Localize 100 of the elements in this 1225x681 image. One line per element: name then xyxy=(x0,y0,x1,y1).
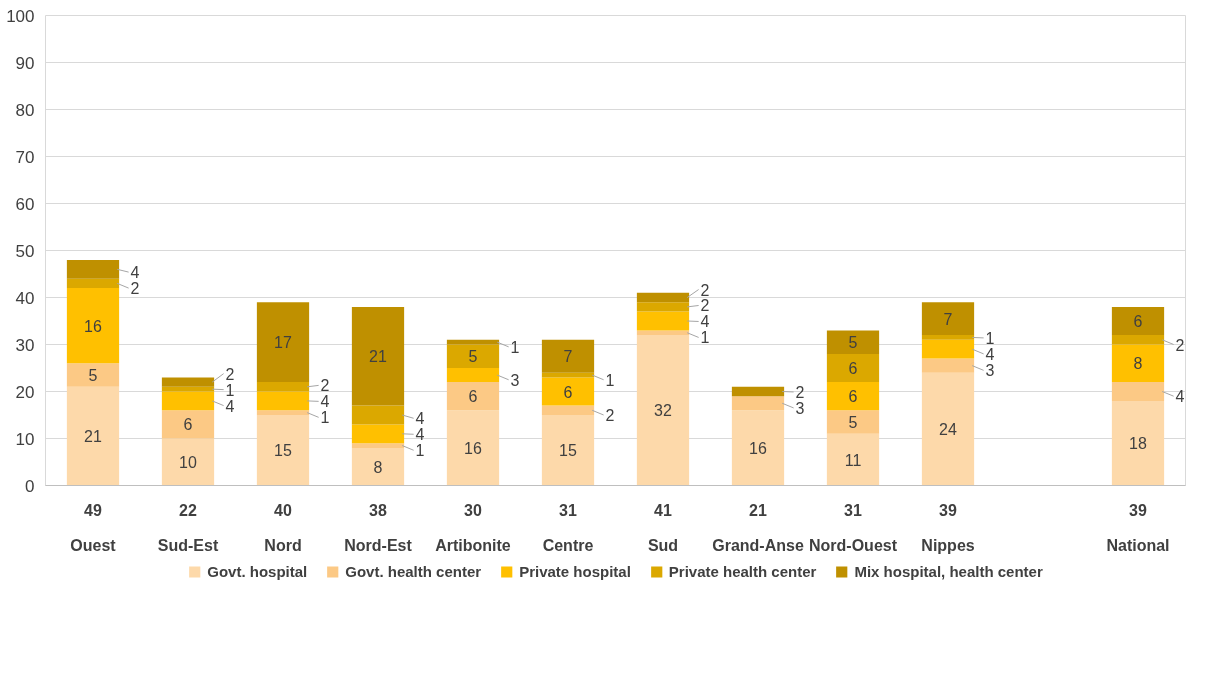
bar xyxy=(921,339,975,359)
bar xyxy=(1111,306,1165,336)
y-tick-label: 90 xyxy=(15,53,35,73)
legend-label: Mix hospital, health center xyxy=(854,562,1043,580)
total-label: 39 xyxy=(1129,501,1147,519)
data-label: 7 xyxy=(943,310,953,328)
bar xyxy=(161,386,215,392)
bar xyxy=(256,382,310,392)
bar xyxy=(826,382,880,411)
data-label: 17 xyxy=(274,334,292,352)
bar xyxy=(636,292,690,303)
bar xyxy=(1111,382,1165,401)
bar xyxy=(161,391,215,411)
data-label: 3 xyxy=(510,371,520,389)
total-label: 30 xyxy=(464,501,482,519)
data-label: 11 xyxy=(844,451,862,469)
data-label: 6 xyxy=(468,388,478,406)
data-label: 2 xyxy=(225,365,235,383)
legend-label: Private hospital xyxy=(519,562,631,580)
data-label: 5 xyxy=(468,348,478,366)
legend-label: Private health center xyxy=(668,562,817,580)
x-tick-label: Nord-Ouest xyxy=(809,536,898,554)
bar xyxy=(66,363,120,387)
bar xyxy=(826,353,880,383)
data-label: 24 xyxy=(939,421,957,439)
data-label: 1 xyxy=(985,329,995,347)
bar xyxy=(541,415,595,486)
bar xyxy=(256,391,310,411)
data-label: 16 xyxy=(464,439,482,457)
total-label: 40 xyxy=(274,501,292,519)
bar xyxy=(636,302,690,312)
data-label: 1 xyxy=(605,371,615,389)
bar xyxy=(541,339,595,373)
bar xyxy=(256,302,310,383)
x-tick-label: National xyxy=(1106,536,1170,554)
bar xyxy=(731,396,785,411)
bar xyxy=(921,302,975,336)
bar xyxy=(921,372,975,486)
bar xyxy=(921,358,975,373)
bar xyxy=(351,405,405,425)
bar xyxy=(731,410,785,486)
data-label: 2 xyxy=(700,297,710,315)
data-label: 16 xyxy=(84,317,102,335)
x-tick-label: Grand-Anse xyxy=(712,536,804,554)
data-label: 6 xyxy=(183,416,193,434)
bar xyxy=(161,438,215,486)
data-label: 3 xyxy=(985,362,995,380)
y-tick-label: 10 xyxy=(15,429,35,449)
bar xyxy=(256,410,310,415)
data-label: 1 xyxy=(415,442,425,460)
bar xyxy=(826,433,880,486)
bar xyxy=(826,410,880,434)
bar xyxy=(541,377,595,406)
bar xyxy=(66,278,120,289)
x-tick-label: Nord-Est xyxy=(344,536,413,554)
data-label: 4 xyxy=(985,345,995,363)
data-label: 4 xyxy=(1175,388,1185,406)
bar xyxy=(161,410,215,439)
data-label: 4 xyxy=(415,426,425,444)
bar xyxy=(161,377,215,387)
bar xyxy=(1111,344,1165,383)
bar xyxy=(66,259,120,279)
y-tick-label: 20 xyxy=(15,382,35,402)
x-tick-label: Ouest xyxy=(70,536,117,554)
y-tick-label: 100 xyxy=(6,6,35,26)
bar xyxy=(351,443,405,448)
data-label: 1 xyxy=(700,329,710,347)
legend-label: Govt. hospital xyxy=(207,562,308,580)
x-tick-label: Centre xyxy=(542,536,594,554)
data-label: 2 xyxy=(605,407,615,424)
total-label: 31 xyxy=(559,501,577,519)
data-label: 4 xyxy=(225,397,235,415)
y-tick-label: 50 xyxy=(15,241,35,261)
data-label: 6 xyxy=(848,360,858,377)
bar xyxy=(446,339,500,345)
total-label: 21 xyxy=(749,501,767,519)
x-tick-label: Nord xyxy=(264,536,302,554)
bar xyxy=(446,368,500,383)
total-label: 49 xyxy=(84,501,102,519)
data-label: 18 xyxy=(1129,435,1147,453)
total-label: 41 xyxy=(654,501,672,519)
bar xyxy=(351,424,405,444)
data-label: 1 xyxy=(510,338,520,356)
bar xyxy=(351,306,405,406)
bar xyxy=(66,288,120,364)
total-label: 31 xyxy=(844,501,862,519)
bar xyxy=(1111,335,1165,345)
y-tick-label: 40 xyxy=(15,288,35,308)
bar xyxy=(446,410,500,486)
data-label: 2 xyxy=(320,377,330,395)
data-label: 4 xyxy=(415,410,425,428)
bar xyxy=(446,344,500,368)
bar xyxy=(636,330,690,336)
bar xyxy=(636,311,690,331)
data-label: 6 xyxy=(848,388,858,406)
data-label: 5 xyxy=(848,334,858,352)
data-label: 21 xyxy=(84,428,102,446)
bar xyxy=(541,405,595,415)
data-label: 15 xyxy=(559,442,577,460)
x-tick-label: Sud xyxy=(647,536,679,554)
